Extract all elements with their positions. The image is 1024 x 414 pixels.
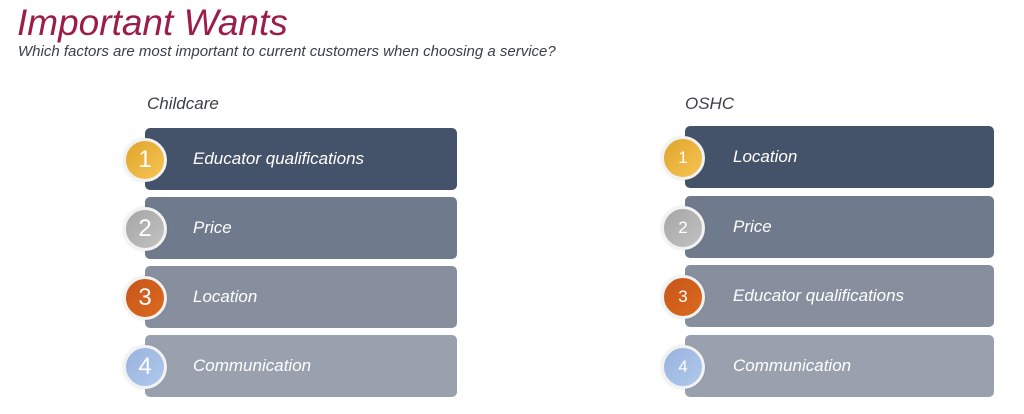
oshc-rank-2-label: Price [733, 217, 772, 236]
oshc-rank-2-badge: 2 [661, 206, 705, 250]
oshc-rank-1-bar: Location [685, 126, 994, 188]
oshc-rank-4-label: Communication [733, 356, 852, 375]
childcare-rank-4-badge: 4 [123, 345, 167, 389]
childcare-label: Childcare [147, 94, 219, 113]
childcare-rank-1-bar: Educator qualifications [145, 128, 457, 190]
childcare-rank-3-label: Location [193, 287, 258, 306]
oshc-rank-3-badge: 3 [661, 275, 705, 319]
childcare-rank-1-label: Educator qualifications [193, 149, 365, 168]
oshc-rank-1-badge: 1 [661, 136, 705, 180]
childcare-rank-2-bar: Price [145, 197, 457, 259]
childcare-rank-4-bar: Communication [145, 335, 457, 397]
childcare-rank-3-badge: 3 [123, 276, 167, 320]
childcare-rank-2-badge: 2 [123, 207, 167, 251]
oshc-rank-3-label: Educator qualifications [733, 286, 905, 305]
childcare-rank-2-label: Price [193, 218, 232, 237]
oshc-rank-3-bar: Educator qualifications [685, 265, 994, 327]
childcare-rank-1-badge: 1 [123, 138, 167, 182]
oshc-label: OSHC [685, 94, 735, 113]
oshc-rank-4-bar: Communication [685, 335, 994, 397]
oshc-rank-2-bar: Price [685, 196, 994, 258]
childcare-rank-4-label: Communication [193, 356, 312, 375]
oshc-rank-4-badge: 4 [661, 345, 705, 389]
childcare-rank-3-bar: Location [145, 266, 457, 328]
oshc-rank-1-label: Location [733, 147, 798, 166]
page-title: Important Wants [17, 2, 288, 43]
page-subtitle: Which factors are most important to curr… [18, 43, 556, 60]
